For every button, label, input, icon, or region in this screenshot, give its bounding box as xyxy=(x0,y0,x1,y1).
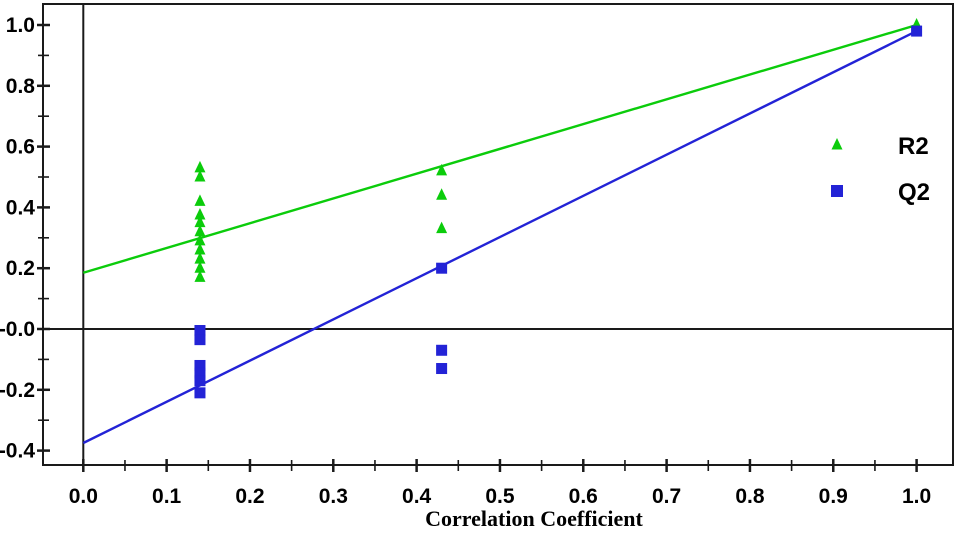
r2-point xyxy=(194,160,206,173)
y-tick-label: 0.4 xyxy=(6,196,36,219)
q2-point xyxy=(194,387,206,399)
legend-r2-label: R2 xyxy=(898,133,929,160)
r2-point xyxy=(194,270,206,282)
y-tick-label: 0.8 xyxy=(6,75,36,98)
r2-point xyxy=(194,194,206,206)
q2-point xyxy=(194,359,206,371)
r2-point xyxy=(194,261,206,273)
q2-point xyxy=(194,334,206,346)
y-tick-label: -0.0 xyxy=(0,318,35,341)
q2-point xyxy=(436,363,448,375)
x-tick-label: 0.2 xyxy=(235,485,264,508)
r2-point xyxy=(194,233,206,246)
x-tick-label: 0.7 xyxy=(652,485,681,508)
r2-trend-line xyxy=(82,23,917,274)
q2-point xyxy=(436,344,448,356)
q2-point xyxy=(911,25,923,37)
r2-point xyxy=(436,163,448,176)
x-tick-label: 0.9 xyxy=(819,485,848,508)
r2-point xyxy=(194,242,206,255)
y-tick-label: 0.2 xyxy=(6,257,35,280)
x-tick-label: 0.1 xyxy=(152,485,182,508)
y-tick-label: -0.4 xyxy=(0,440,35,463)
r2-point xyxy=(436,188,448,200)
q2-point xyxy=(436,262,448,274)
y-tick-label: 1.0 xyxy=(6,14,35,37)
q2-point xyxy=(194,375,206,387)
x-tick-label: 0.3 xyxy=(319,485,348,508)
x-axis-title: Correlation Coefficient xyxy=(425,506,643,531)
x-tick-label: 0.4 xyxy=(402,485,432,508)
y-tick-label: -0.2 xyxy=(0,379,35,402)
q2-point xyxy=(194,325,206,337)
r2-point xyxy=(194,208,206,220)
legend-q2-label: Q2 xyxy=(898,179,930,206)
y-tick-label: 0.6 xyxy=(6,136,35,159)
q2-trend-line xyxy=(82,30,918,445)
r2-point xyxy=(194,170,206,182)
q2-point xyxy=(194,367,206,379)
r2-point xyxy=(436,221,448,234)
x-tick-label: 0.8 xyxy=(735,485,765,508)
x-tick-label: 0.5 xyxy=(485,485,515,508)
x-tick-label: 0.0 xyxy=(69,485,98,508)
legend-r2-marker xyxy=(831,138,843,150)
r2-point xyxy=(194,215,206,228)
plot-border xyxy=(42,3,954,466)
x-tick-label: 0.6 xyxy=(569,485,598,508)
x-tick-label: 1.0 xyxy=(902,485,931,508)
r2-point xyxy=(194,224,206,237)
legend-q2-marker xyxy=(831,185,843,197)
r2-point xyxy=(194,252,206,264)
